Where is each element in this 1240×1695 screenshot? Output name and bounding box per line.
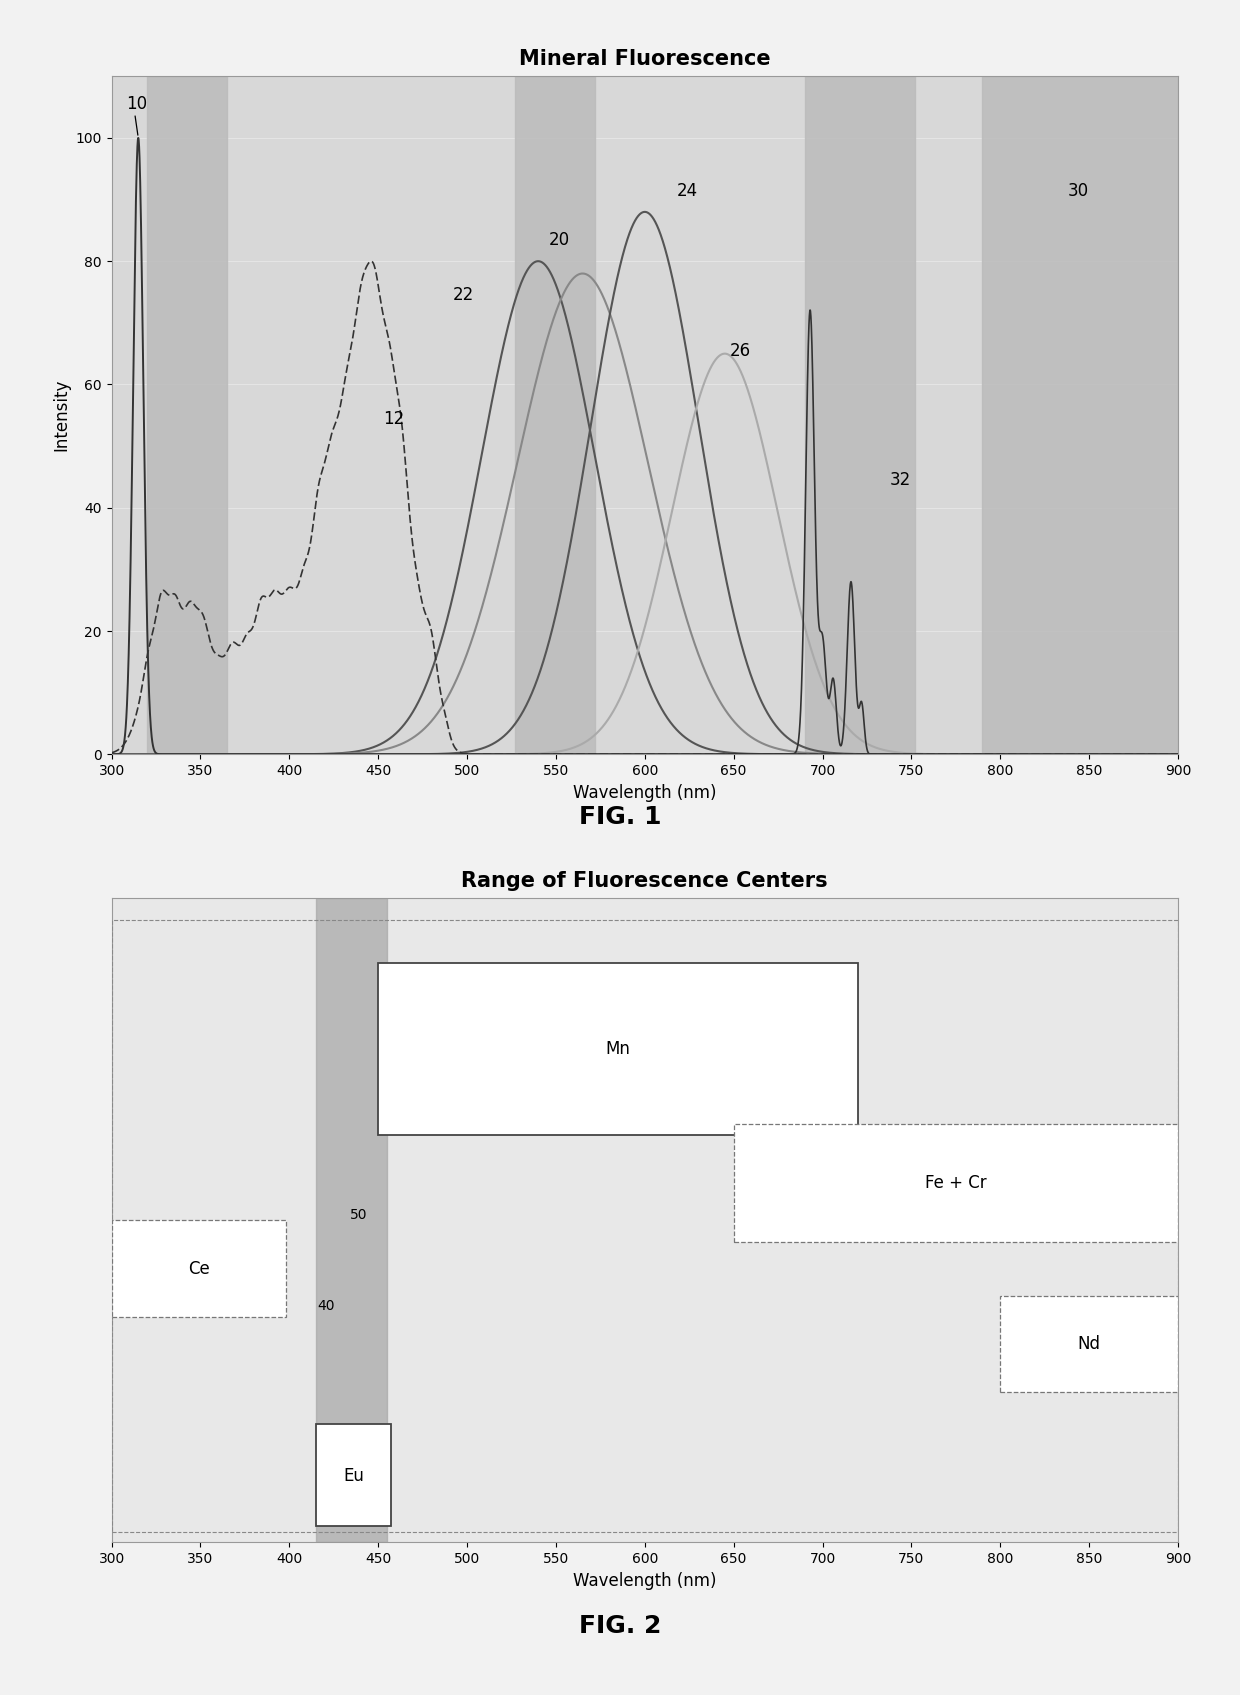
Bar [1001, 1295, 1178, 1392]
Bar [805, 76, 915, 754]
Text: 12: 12 [383, 410, 404, 427]
Bar [515, 76, 595, 754]
Text: 32: 32 [890, 471, 911, 490]
Bar [982, 76, 1178, 754]
X-axis label: Wavelength (nm): Wavelength (nm) [573, 1571, 717, 1590]
Text: Ce: Ce [187, 1259, 210, 1278]
Title: Mineral Fluorescence: Mineral Fluorescence [520, 49, 770, 69]
Title: Range of Fluorescence Centers: Range of Fluorescence Centers [461, 871, 828, 892]
Text: 10: 10 [125, 95, 148, 114]
Bar [734, 1124, 1178, 1242]
Bar [378, 963, 858, 1134]
Bar [148, 76, 227, 754]
Text: 40: 40 [317, 1300, 335, 1314]
Text: 20: 20 [549, 231, 570, 249]
Text: FIG. 2: FIG. 2 [579, 1614, 661, 1637]
Text: FIG. 1: FIG. 1 [579, 805, 661, 829]
Text: Mn: Mn [605, 1039, 631, 1058]
Text: Fe + Cr: Fe + Cr [925, 1175, 987, 1192]
Text: 26: 26 [730, 342, 751, 359]
Text: Nd: Nd [1078, 1336, 1101, 1353]
Y-axis label: Intensity: Intensity [52, 380, 69, 451]
Text: Eu: Eu [343, 1466, 363, 1485]
Text: 50: 50 [350, 1209, 367, 1222]
Text: 30: 30 [1068, 181, 1089, 200]
X-axis label: Wavelength (nm): Wavelength (nm) [573, 783, 717, 802]
Text: 22: 22 [453, 286, 474, 305]
Bar [112, 1220, 285, 1317]
Text: 24: 24 [677, 181, 698, 200]
Bar [316, 1424, 391, 1527]
Bar [316, 898, 387, 1542]
